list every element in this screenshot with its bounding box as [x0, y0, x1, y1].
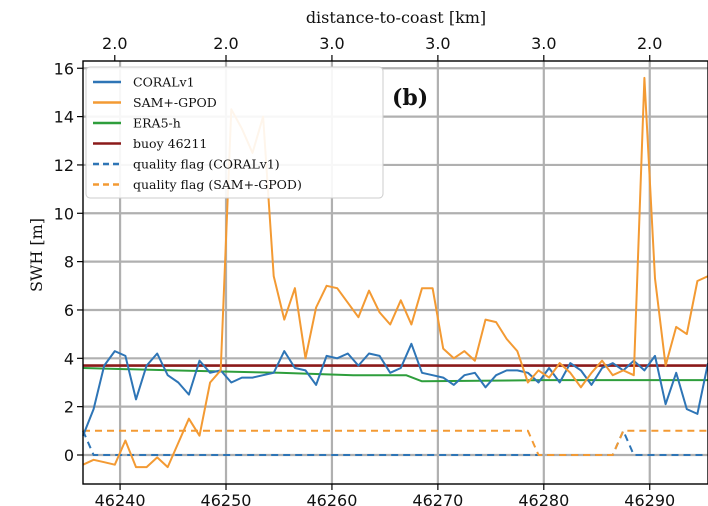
- legend-label-era5-h: ERA5-h: [133, 116, 181, 131]
- y-tick-label: 14: [54, 108, 74, 127]
- legend-label-sam-gpod: SAM+-GPOD: [133, 95, 217, 110]
- top-tick-label: 3.0: [425, 34, 450, 53]
- y-tick-label: 10: [54, 204, 74, 223]
- axes: 46240 46250 46260 46270 46280 46290 0 2 4 6 8 10 12 1…: [54, 34, 676, 506]
- legend: CORALv1 SAM+-GPOD ERA5-h buoy 46211 quality …: [85, 66, 384, 199]
- legend-label-buoy-46211: buoy 46211: [133, 136, 207, 151]
- panel-label: (b): [392, 85, 428, 111]
- top-tick-label: 2.0: [213, 34, 238, 53]
- series-layer: [82, 76, 708, 469]
- x-tick-label: 46270: [412, 491, 463, 506]
- legend-label-coralv1: CORALv1: [133, 75, 195, 90]
- x-tick-label: 46240: [95, 491, 146, 506]
- series-line-coralv1: [82, 342, 708, 437]
- y-tick-label: 12: [54, 156, 74, 175]
- legend-label-quality-flag-coralv1: quality flag (CORALv1): [133, 157, 280, 172]
- y-tick-label: 6: [64, 301, 74, 320]
- top-tick-label: 3.0: [531, 34, 556, 53]
- y-axis-title: SWH [m]: [27, 218, 46, 292]
- x-tick-label: 46250: [201, 491, 252, 506]
- top-axis-title: distance-to-coast [km]: [306, 8, 486, 27]
- series-line-era5-h: [82, 367, 708, 383]
- x-tick-label: 46290: [624, 491, 675, 506]
- legend-box: [85, 66, 384, 199]
- y-tick-label: 16: [54, 59, 74, 78]
- series-line-sam-gpod: [82, 76, 708, 469]
- x-tick-label: 46260: [306, 491, 357, 506]
- y-tick-label: 2: [64, 398, 74, 417]
- plot-frame: [82, 60, 708, 485]
- grid: [83, 61, 708, 484]
- x-tick-label: 46280: [518, 491, 569, 506]
- y-tick-label: 0: [64, 446, 74, 465]
- top-tick-label: 2.0: [637, 34, 662, 53]
- series-line-quality-flag-coralv1: [82, 429, 708, 456]
- top-tick-label: 3.0: [319, 34, 344, 53]
- legend-label-quality-flag-sam-gpod: quality flag (SAM+-GPOD): [133, 177, 302, 192]
- y-tick-label: 4: [64, 349, 74, 368]
- top-tick-label: 2.0: [102, 34, 127, 53]
- series-line-quality-flag-sam-gpod: [83, 429, 708, 456]
- y-tick-label: 8: [64, 253, 74, 272]
